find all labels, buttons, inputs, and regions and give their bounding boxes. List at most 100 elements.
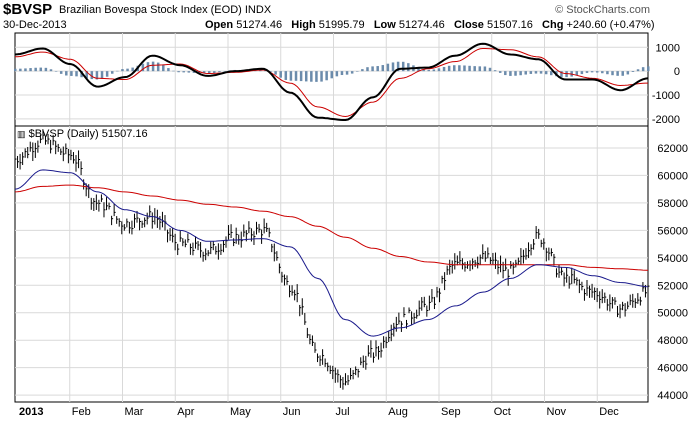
macd-histogram-bar [289, 71, 293, 81]
macd-histogram-bar [19, 68, 22, 72]
macd-histogram-bar [350, 71, 354, 74]
macd-histogram-bar [299, 71, 303, 82]
macd-histogram-bar [223, 71, 226, 72]
price-panel-label-text: $BVSP (Daily) 51507.16 [28, 128, 148, 140]
x-tick-label-feb: Feb [72, 406, 91, 418]
macd-histogram-bar [539, 71, 543, 74]
price-y-tick-label: 50000 [657, 308, 688, 320]
macd-histogram-bar [493, 70, 497, 72]
macd-histogram-bar [340, 71, 344, 76]
macd-panel: 1000 0 -1000 -2000 [14, 32, 680, 127]
price-y-tick-label: 58000 [657, 198, 688, 210]
macd-histogram-bar [356, 71, 359, 72]
ohlc-readout: Open 51274.46 High 51995.79 Low 51274.46… [205, 19, 655, 31]
macd-histogram-bar [274, 71, 277, 75]
moving-average-short-line [14, 169, 649, 337]
macd-histogram-bar [90, 71, 94, 80]
macd-histogram-bar [197, 71, 201, 74]
macd-histogram-bar [284, 71, 288, 80]
macd-histogram-bar [162, 64, 165, 72]
macd-histogram-bar [218, 71, 221, 73]
macd-histogram-bar [294, 71, 298, 81]
macd-histogram-bar [315, 71, 318, 82]
macd-y-tick-label: 0 [674, 66, 680, 78]
macd-histogram-bar [14, 68, 17, 72]
macd-histogram-bar [371, 66, 374, 72]
macd-histogram-bar [616, 71, 619, 76]
macd-histogram-bar [269, 71, 272, 72]
macd-histogram-bar [396, 61, 400, 72]
macd-histogram-bar [504, 71, 507, 76]
macd-histogram-bar [631, 71, 635, 72]
x-tick-label-mar: Mar [125, 406, 144, 418]
macd-histogram-bar [304, 71, 308, 82]
exchange-label: INDX [244, 4, 272, 16]
macd-histogram-bar [458, 65, 461, 72]
macd-histogram-bar [447, 65, 451, 72]
price-panel-frame [14, 125, 649, 403]
macd-histogram-bar [80, 71, 83, 78]
macd-histogram-bar [442, 66, 446, 72]
price-y-tick-label: 60000 [657, 170, 688, 182]
macd-histogram-bar [524, 71, 527, 75]
macd-histogram-bar [335, 71, 339, 77]
macd-line [14, 42, 649, 121]
macd-histogram-bar [422, 69, 425, 72]
macd-histogram-bar [437, 68, 441, 72]
macd-histogram-bar [550, 71, 553, 76]
macd-histogram-bar [310, 71, 313, 82]
macd-histogram-bar [453, 65, 456, 72]
high-label: High [291, 19, 316, 31]
source-credit[interactable]: © StockCharts.com [555, 4, 650, 16]
macd-histogram-bar [427, 69, 430, 72]
chart-date: 30-Dec-2013 [3, 19, 67, 31]
x-tick-label-oct: Oct [494, 406, 511, 418]
macd-histogram-bar [121, 69, 124, 72]
macd-histogram-bar [49, 69, 53, 72]
macd-histogram-bar [488, 67, 492, 72]
macd-histogram-bar [29, 68, 32, 72]
macd-histogram-bar [580, 71, 584, 75]
macd-y-tick-label: -2000 [652, 114, 680, 126]
macd-histogram-bar [156, 62, 160, 72]
high-value: 51995.79 [318, 19, 365, 31]
x-tick-label-aug: Aug [388, 406, 408, 418]
macd-histogram-bar [509, 71, 512, 76]
open-value: 51274.46 [236, 19, 283, 31]
low-value: 51274.46 [398, 19, 445, 31]
macd-histogram-bar [626, 71, 630, 75]
x-tick-label-may: May [230, 406, 251, 418]
macd-histogram-bar [320, 71, 323, 82]
macd-histogram-bar [636, 69, 640, 72]
macd-histogram-bar [330, 71, 333, 79]
open-label: Open [205, 19, 234, 31]
macd-y-tick-label: 1000 [656, 42, 680, 54]
macd-histogram-bar [381, 65, 385, 72]
x-tick-label-apr: Apr [177, 406, 194, 418]
macd-histogram-bar [75, 71, 78, 77]
x-axis: 2013 Feb Mar Apr May Jun Jul Aug Sep Oct Nov Dec [19, 406, 619, 418]
macd-histogram-bar [361, 69, 364, 72]
macd-histogram-bar [519, 71, 522, 76]
macd-histogram-bar [39, 67, 43, 72]
macd-histogram-bar [85, 71, 88, 79]
macd-histogram-bar [611, 71, 614, 76]
macd-histogram-bar [172, 70, 175, 72]
macd-signal-line [14, 48, 648, 118]
macd-histogram-bar [483, 66, 487, 72]
macd-histogram-bar [401, 61, 405, 72]
macd-histogram-bar [207, 71, 211, 74]
macd-histogram-bar [167, 68, 170, 72]
price-y-tick-label: 48000 [657, 335, 688, 347]
macd-histogram-bar [407, 63, 410, 72]
macd-histogram-bar [187, 71, 191, 73]
macd-histogram-bar [131, 67, 134, 72]
x-tick-label-sep: Sep [441, 406, 461, 418]
close-value: 51507.16 [486, 19, 533, 31]
price-y-tick-label: 62000 [657, 143, 688, 155]
macd-histogram-bar [177, 71, 180, 73]
macd-histogram-bar [647, 66, 650, 72]
macd-histogram-bar [386, 63, 390, 72]
x-tick-label-2013: 2013 [19, 406, 43, 418]
x-tick-label-jul: Jul [336, 406, 350, 418]
